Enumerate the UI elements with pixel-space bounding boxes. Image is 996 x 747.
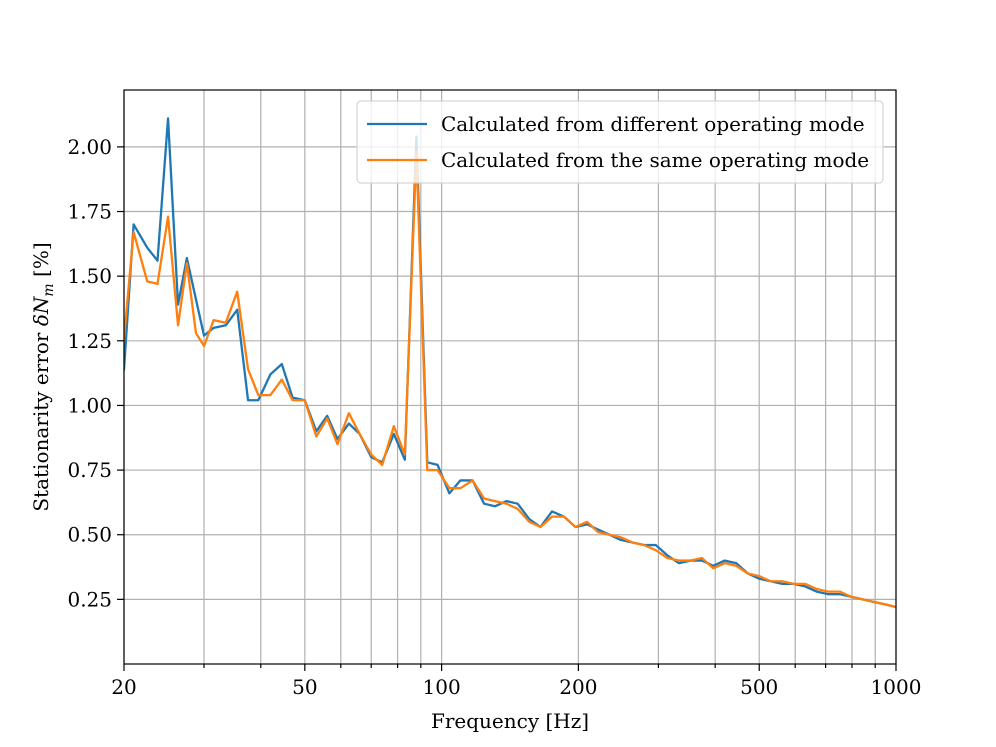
- series-lines: [124, 117, 896, 609]
- y-axis-label-subscript: m: [41, 283, 57, 296]
- plot-area-background: [124, 90, 896, 664]
- x-tick-labels: 20 50 100 200 500 1000: [111, 675, 921, 699]
- series-line-same-mode: [124, 150, 896, 609]
- y-tick-label: 0.75: [67, 458, 112, 482]
- x-tick-label: 20: [111, 675, 136, 699]
- x-tick-label: 200: [559, 675, 597, 699]
- x-tick-label: 1000: [871, 675, 922, 699]
- legend-box: [356, 100, 884, 184]
- x-tick-label: 500: [740, 675, 778, 699]
- series-line-different-mode: [124, 117, 896, 609]
- legend-label-different-mode: Calculated from different operating mode: [441, 112, 865, 136]
- y-tick-label: 1.25: [67, 329, 112, 353]
- y-axis-label-delta: δ: [29, 314, 53, 326]
- y-axis-label: Stationarity error δNm [%]: [29, 242, 57, 511]
- y-tick-label: 0.25: [67, 587, 112, 611]
- y-tick-label: 2.00: [67, 135, 112, 159]
- y-tick-label: 1.75: [67, 200, 112, 224]
- y-tick-label: 0.50: [67, 523, 112, 547]
- tick-marks: [117, 146, 897, 671]
- y-tick-label: 1.00: [67, 393, 112, 417]
- y-axis-label-symbol: N: [29, 295, 53, 315]
- y-axis-label-suffix: [%]: [29, 242, 53, 283]
- y-axis-label-prefix: Stationarity error: [29, 326, 53, 512]
- x-tick-label: 50: [292, 675, 317, 699]
- legend-label-same-mode: Calculated from the same operating mode: [441, 148, 869, 172]
- y-tick-labels: 0.25 0.50 0.75 1.00 1.25 1.50 1.75 2.00: [67, 135, 112, 611]
- x-axis-label: Frequency [Hz]: [431, 709, 589, 733]
- axes-frame: [123, 89, 897, 665]
- y-tick-label: 1.50: [67, 264, 112, 288]
- x-tick-label: 100: [423, 675, 461, 699]
- legend: Calculated from different operating mode…: [356, 100, 884, 184]
